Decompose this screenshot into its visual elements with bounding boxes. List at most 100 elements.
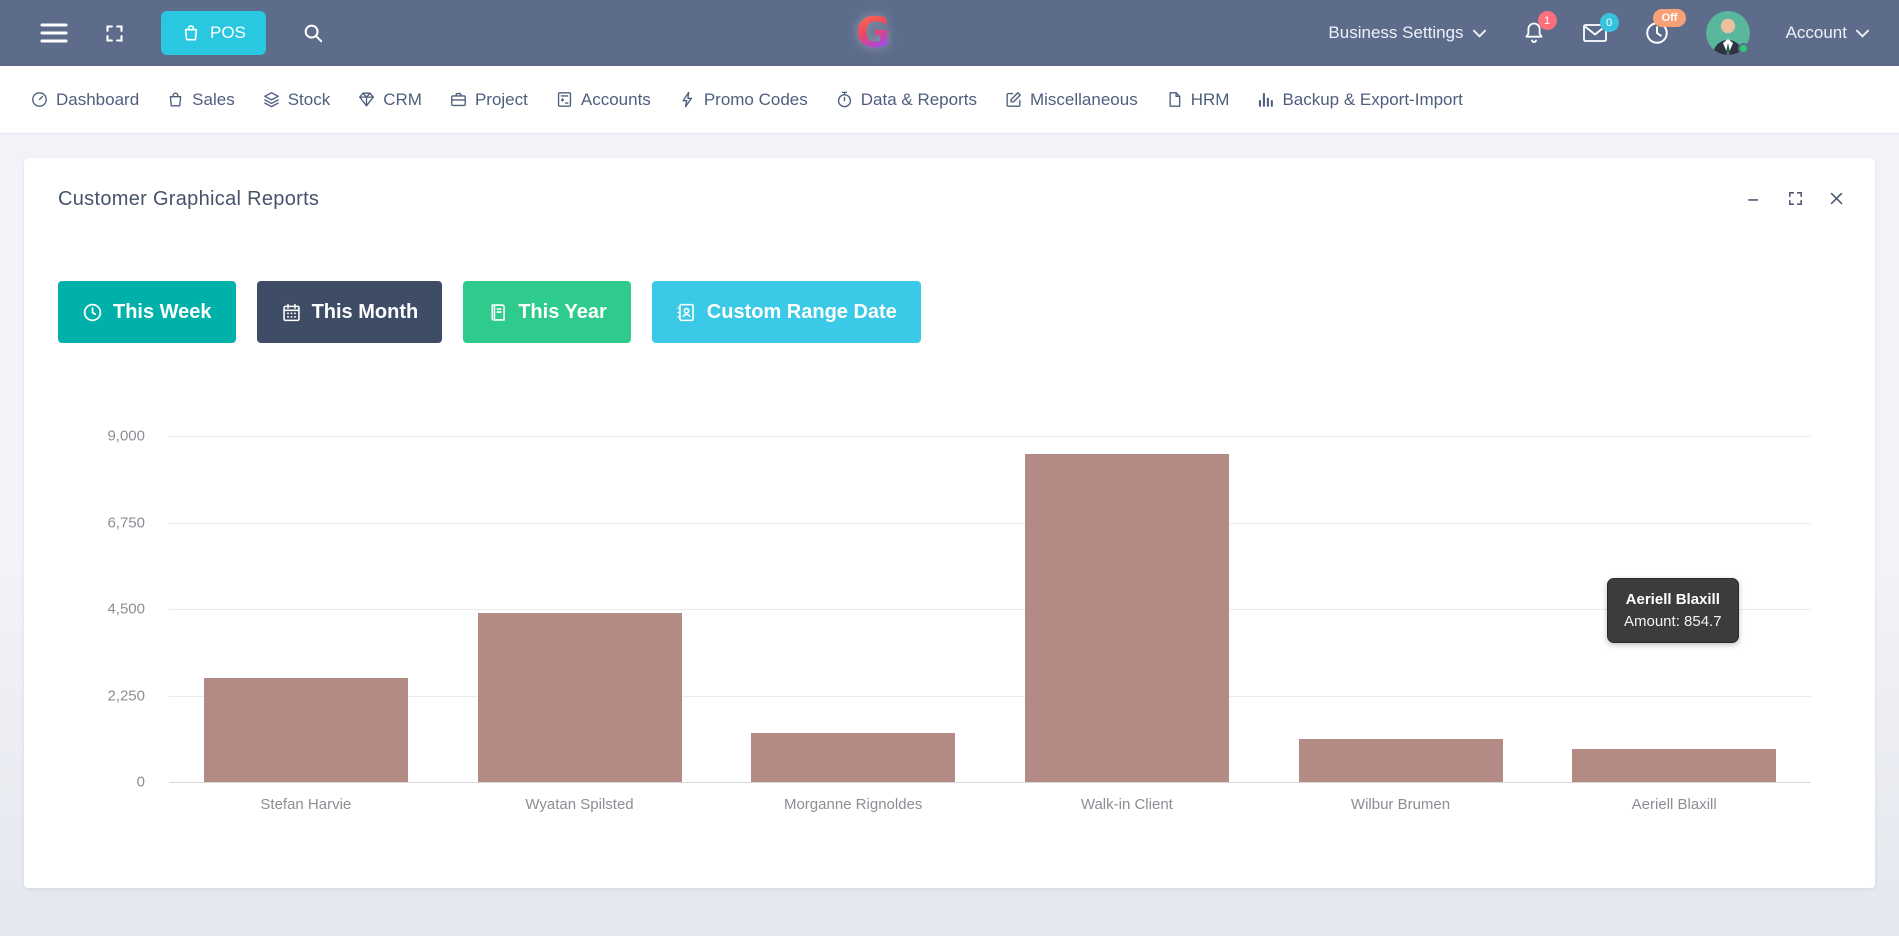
menu-item-project[interactable]: Project — [449, 90, 528, 110]
x-axis-category-label: Wilbur Brumen — [1350, 796, 1451, 813]
shopping-bag-icon — [184, 25, 198, 41]
x-axis-category-label: Walk-in Client — [1080, 796, 1173, 813]
menu-item-label: Project — [474, 89, 528, 109]
fullscreen-button[interactable] — [104, 23, 125, 44]
avatar-image — [1705, 11, 1750, 55]
logo-letter: G — [856, 8, 891, 57]
tooltip-value: Amount: 854.7 — [1624, 613, 1722, 630]
minimize-button[interactable] — [1746, 190, 1763, 207]
reports-stopwatch-icon — [835, 90, 854, 109]
bar-aeriell-blaxill[interactable] — [1572, 749, 1777, 782]
menu-item-label: Promo Codes — [703, 89, 808, 109]
fullscreen-icon — [106, 24, 123, 42]
this-month-label: This Month — [311, 300, 419, 323]
attendance-clock-button[interactable]: Off — [1644, 9, 1687, 46]
bar-wyatan-spilsted[interactable] — [477, 612, 682, 782]
custom-range-date-label: Custom Range Date — [706, 300, 897, 323]
backup-chart-icon — [1256, 90, 1275, 109]
menu-item-label: Stock — [287, 89, 331, 109]
menu-item-dashboard[interactable]: Dashboard — [30, 90, 139, 110]
dashboard-icon — [30, 90, 49, 109]
menu-item-label: Dashboard — [56, 89, 140, 109]
menu-item-backup-export-import[interactable]: Backup & Export-Import — [1256, 90, 1463, 110]
gridline — [169, 695, 1811, 697]
bar-stefan-harvie[interactable] — [203, 678, 408, 782]
hrm-file-icon — [1165, 90, 1184, 109]
tooltip-title: Aeriell Blaxill — [1625, 591, 1720, 608]
bar-column — [1264, 436, 1538, 782]
chart-tooltip: Aeriell Blaxill Amount: 854.7 — [1607, 578, 1739, 643]
bar-column — [716, 436, 990, 782]
expand-button[interactable] — [1787, 190, 1804, 207]
expand-icon — [1789, 192, 1802, 205]
custom-range-date-button[interactable]: Custom Range Date — [651, 281, 921, 343]
calendar-icon — [282, 303, 300, 321]
stock-layers-icon — [262, 90, 281, 109]
this-week-button[interactable]: This Week — [58, 281, 236, 343]
promo-lightning-icon — [678, 90, 697, 109]
menu-item-crm[interactable]: CRM — [357, 90, 422, 110]
app-logo: G — [856, 8, 890, 57]
y-axis: 9,000 6,750 4,500 2,250 0 — [24, 428, 157, 791]
menu-item-stock[interactable]: Stock — [262, 89, 331, 110]
account-label: Account — [1785, 23, 1847, 42]
y-axis-tick-label: 9,000 — [107, 427, 145, 445]
x-axis-category-label: Morganne Rignoldes — [783, 796, 923, 813]
search-icon — [304, 24, 323, 43]
hamburger-menu-button[interactable] — [40, 22, 68, 44]
this-year-button[interactable]: This Year — [463, 281, 631, 343]
menu-item-label: Sales — [192, 89, 235, 109]
accounts-calculator-icon — [555, 90, 574, 109]
gridline — [169, 782, 1811, 783]
crm-diamond-icon — [357, 90, 376, 109]
menu-item-accounts[interactable]: Accounts — [555, 90, 651, 110]
messages-button[interactable]: 0 — [1582, 13, 1619, 44]
menu-item-miscellaneous[interactable]: Miscellaneous — [1004, 90, 1138, 110]
menu-item-promo-codes[interactable]: Promo Codes — [678, 90, 808, 110]
online-status-dot — [1737, 43, 1749, 54]
address-book-icon — [677, 303, 694, 321]
panel-title: Customer Graphical Reports — [58, 188, 320, 210]
pos-button[interactable]: POS — [161, 11, 266, 55]
miscellaneous-edit-icon — [1004, 90, 1023, 109]
pos-button-label: POS — [210, 23, 246, 42]
close-button[interactable] — [1828, 190, 1845, 207]
bell-icon — [1525, 22, 1543, 43]
y-axis-tick-label: 0 — [136, 773, 145, 791]
notification-badge: 1 — [1537, 11, 1557, 30]
bar-walk-in-client[interactable] — [1024, 454, 1229, 782]
gridline — [169, 522, 1811, 524]
menu-item-label: Data & Reports — [860, 89, 977, 109]
gridline — [169, 609, 1811, 610]
minimize-icon — [1748, 199, 1759, 201]
business-settings-dropdown[interactable]: Business Settings — [1328, 23, 1486, 43]
sales-bag-icon — [166, 90, 185, 109]
menu-item-hrm[interactable]: HRM — [1165, 89, 1230, 110]
project-briefcase-icon — [449, 90, 468, 109]
this-month-button[interactable]: This Month — [256, 281, 443, 343]
this-week-label: This Week — [113, 300, 212, 323]
chart-plot: Aeriell Blaxill Amount: 854.7 — [169, 436, 1811, 783]
y-axis-tick-label: 4,500 — [107, 600, 145, 618]
menu-item-label: Accounts — [580, 89, 651, 109]
y-axis-tick-label: 2,250 — [107, 687, 145, 704]
message-badge: 0 — [1599, 13, 1619, 32]
menu-item-sales[interactable]: Sales — [166, 90, 235, 110]
content-area: Customer Graphical Reports This — [0, 134, 1899, 912]
book-icon — [491, 303, 506, 321]
menu-item-label: Miscellaneous — [1029, 89, 1138, 109]
search-button[interactable] — [302, 22, 324, 44]
clock-icon — [83, 303, 102, 321]
menu-item-label: HRM — [1190, 89, 1230, 109]
x-axis-category-label: Wyatan Spilsted — [525, 796, 634, 813]
bar-morganne-rignoldes[interactable] — [751, 733, 956, 782]
main-menu: Dashboard Sales Stock CRM Project Accounts Pro… — [0, 66, 1899, 134]
bar-wilbur-brumen[interactable] — [1298, 738, 1503, 782]
account-dropdown[interactable]: Account — [1786, 23, 1869, 43]
panel-window-controls — [1746, 190, 1845, 207]
notifications-button[interactable]: 1 — [1522, 11, 1557, 46]
hamburger-icon — [40, 23, 68, 43]
user-avatar[interactable] — [1705, 11, 1750, 55]
menu-item-data-reports[interactable]: Data & Reports — [835, 90, 977, 110]
